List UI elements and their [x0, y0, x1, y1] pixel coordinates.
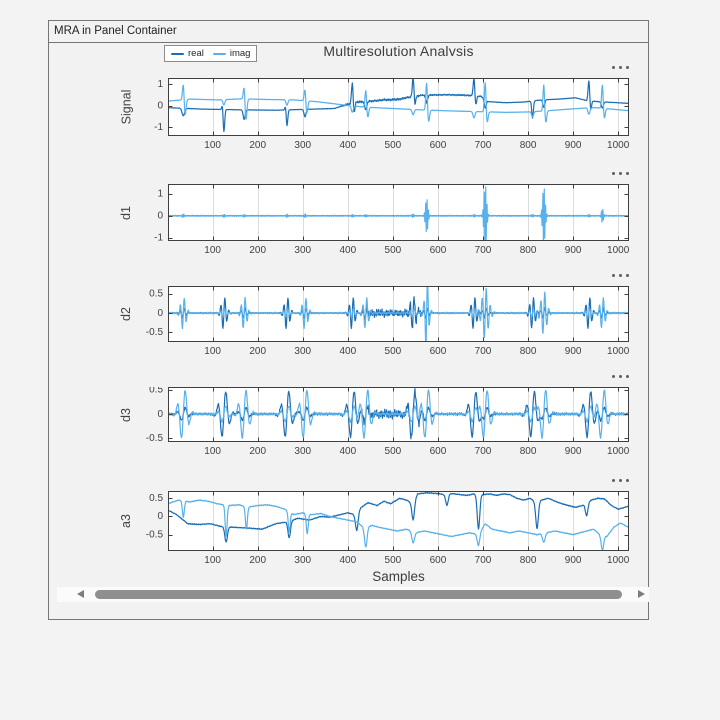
- legend-item-imag: imag: [212, 48, 251, 59]
- legend-imag-label: imag: [229, 48, 251, 59]
- axes-d2[interactable]: [135, 286, 635, 360]
- y-axis-label-a3: a3: [119, 514, 133, 528]
- axes-toolbar-button-d3[interactable]: [589, 372, 629, 380]
- real-line-sample-icon: [171, 52, 184, 55]
- scroll-right-arrow-icon[interactable]: [638, 590, 645, 598]
- y-axis-label-d2: d2: [119, 307, 133, 321]
- axes-toolbar-button-a3[interactable]: [589, 476, 629, 484]
- axes-toolbar-button-signal[interactable]: [589, 63, 629, 71]
- scroll-left-arrow-icon[interactable]: [77, 590, 84, 598]
- legend-item-real: real: [171, 48, 204, 59]
- axes-a3[interactable]: [135, 491, 635, 569]
- axes-d1[interactable]: [135, 184, 635, 259]
- horizontal-scrollbar[interactable]: [57, 587, 649, 602]
- mra-panel-container: MRA in Panel Container Multiresolution A…: [48, 20, 649, 620]
- y-axis-label-d3: d3: [119, 407, 133, 422]
- panel-titlebar: MRA in Panel Container: [49, 21, 648, 43]
- x-axis-label: Samples: [372, 569, 425, 584]
- panel-title: MRA in Panel Container: [54, 25, 177, 37]
- axes-signal[interactable]: [135, 78, 635, 154]
- figure-title: Multiresolution Analysis: [323, 43, 474, 56]
- axes-toolbar-button-d2[interactable]: [589, 271, 629, 279]
- axes-d3[interactable]: [135, 387, 635, 460]
- axes-toolbar-button-d1[interactable]: [589, 169, 629, 177]
- legend[interactable]: real imag: [164, 45, 258, 62]
- legend-real-label: real: [188, 48, 204, 59]
- y-axis-label-d1: d1: [119, 205, 133, 220]
- imag-line-sample-icon: [212, 52, 226, 55]
- y-axis-label-signal: Signal: [119, 89, 133, 125]
- scrollbar-thumb[interactable]: [95, 590, 622, 599]
